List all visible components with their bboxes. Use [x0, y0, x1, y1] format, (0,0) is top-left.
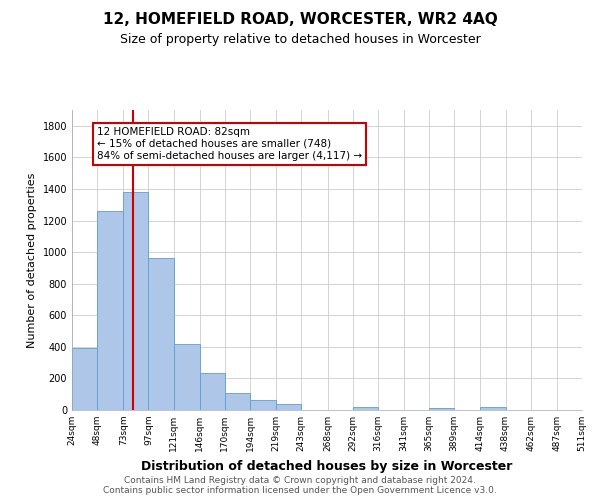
Bar	[353, 407, 378, 410]
Text: Size of property relative to detached houses in Worcester: Size of property relative to detached ho…	[119, 32, 481, 46]
Text: 12, HOMEFIELD ROAD, WORCESTER, WR2 4AQ: 12, HOMEFIELD ROAD, WORCESTER, WR2 4AQ	[103, 12, 497, 28]
Bar	[72, 348, 97, 410]
Text: 12 HOMEFIELD ROAD: 82sqm
← 15% of detached houses are smaller (748)
84% of semi-: 12 HOMEFIELD ROAD: 82sqm ← 15% of detach…	[97, 128, 362, 160]
Y-axis label: Number of detached properties: Number of detached properties	[27, 172, 37, 348]
X-axis label: Distribution of detached houses by size in Worcester: Distribution of detached houses by size …	[142, 460, 512, 472]
Bar	[97, 211, 124, 410]
Bar	[429, 408, 454, 410]
Bar	[173, 344, 200, 410]
Bar	[225, 392, 250, 410]
Text: Contains HM Land Registry data © Crown copyright and database right 2024.
Contai: Contains HM Land Registry data © Crown c…	[103, 476, 497, 495]
Bar	[250, 400, 276, 410]
Bar	[124, 192, 148, 410]
Bar	[200, 373, 225, 410]
Bar	[276, 404, 301, 410]
Bar	[481, 407, 506, 410]
Bar	[148, 258, 173, 410]
